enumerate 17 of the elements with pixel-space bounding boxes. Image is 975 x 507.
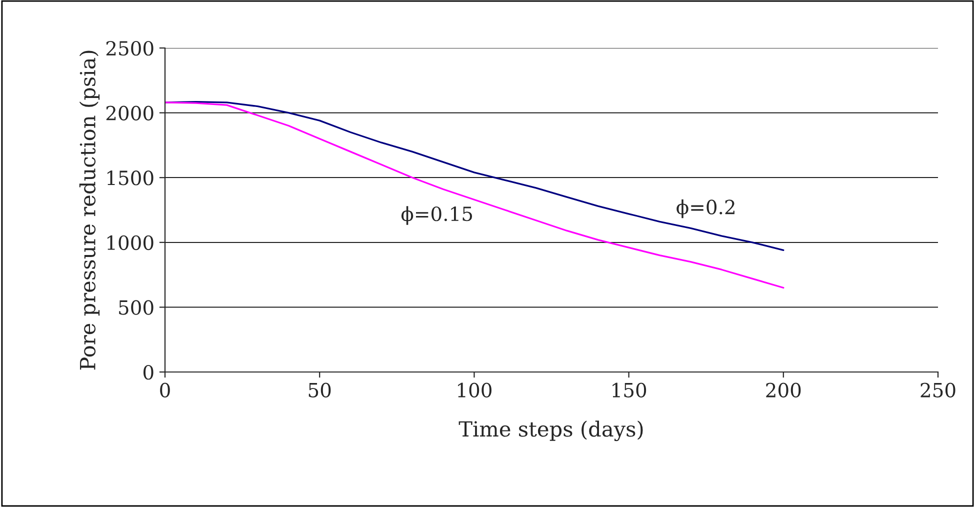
x-tick-label: 50 — [308, 382, 331, 398]
line-series — [165, 102, 784, 289]
x-tick-label: 100 — [458, 382, 492, 398]
y-tick-label: 1500 — [107, 170, 154, 186]
x-tick-label: 0 — [160, 382, 170, 398]
y-tick-label: 2000 — [106, 106, 154, 120]
y-tick-label: 1000 — [107, 235, 154, 250]
annotation: ϕ=0.2 — [676, 199, 734, 218]
x-tick-label: 150 — [612, 382, 646, 398]
x-tick-label: 250 — [920, 382, 956, 398]
x-axis-title: Time steps (days) — [458, 420, 643, 442]
y-tick-label: 0 — [143, 364, 154, 380]
x-tick-label: 200 — [766, 382, 801, 398]
y-tick-label: 2500 — [106, 40, 154, 56]
y-axis-title: Pore pressure reduction (psia) — [79, 50, 100, 370]
y-tick-label: 500 — [119, 300, 154, 315]
annotation: ϕ=0.15 — [401, 206, 472, 225]
